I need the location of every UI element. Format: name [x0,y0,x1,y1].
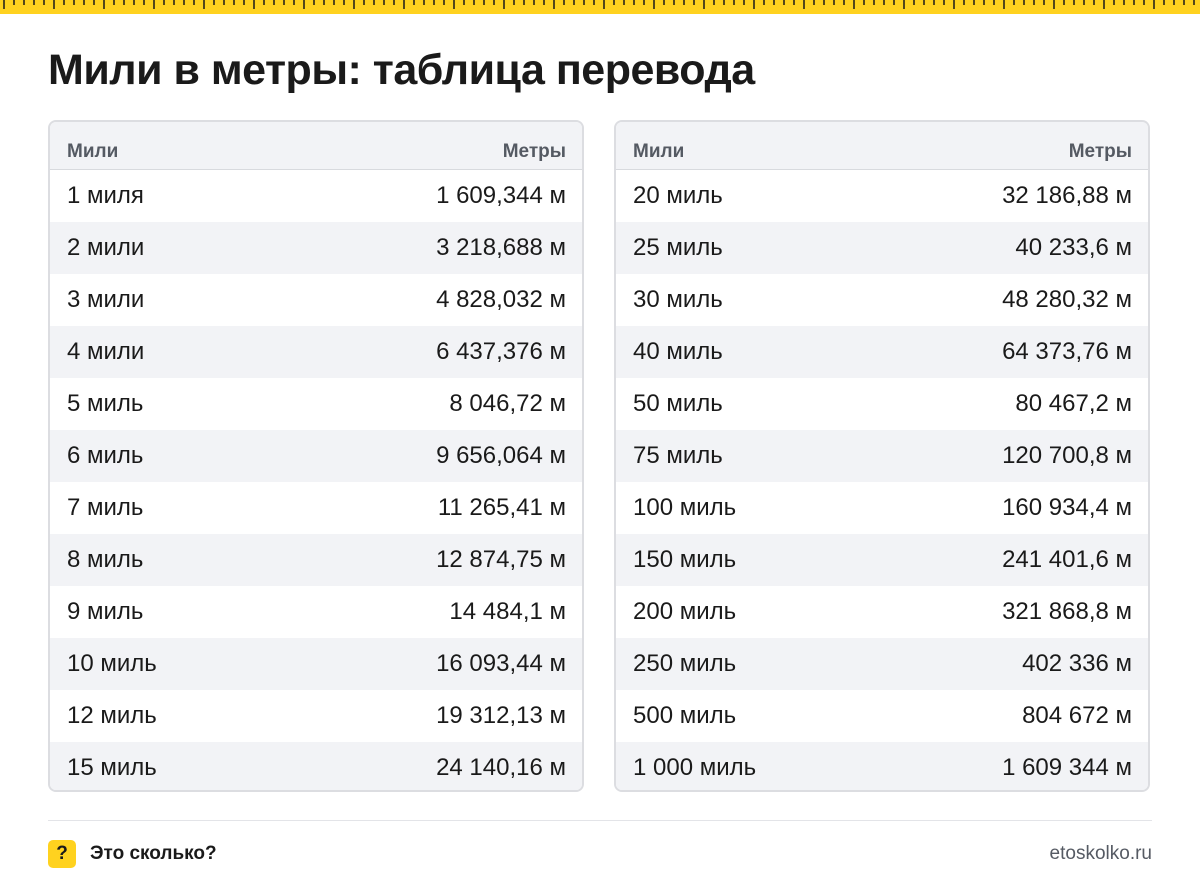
table-row: 1 000 миль 1 609 344 м [616,742,1148,790]
table-row: 150 миль 241 401,6 м [616,534,1148,586]
cell-miles: 15 миль [67,754,157,781]
table-row: 12 миль 19 312,13 м [50,690,582,742]
footer-divider [48,820,1152,821]
table-row: 250 миль 402 336 м [616,638,1148,690]
cell-meters: 3 218,688 м [436,234,566,261]
cell-meters: 804 672 м [1022,702,1132,729]
cell-miles: 12 миль [67,702,157,729]
cell-miles: 9 миль [67,598,144,625]
footer-brand: Это сколько? [90,843,217,864]
cell-meters: 160 934,4 м [1002,494,1132,521]
ruler-decoration [0,0,1200,14]
cell-miles: 150 миль [633,546,737,573]
table-row: 200 миль 321 868,8 м [616,586,1148,638]
table-row: 1 миля 1 609,344 м [50,170,582,222]
ruler-ticks [3,0,1195,9]
cell-miles: 50 миль [633,390,723,417]
cell-meters: 16 093,44 м [436,650,566,677]
cell-meters: 14 484,1 м [449,598,566,625]
cell-meters: 12 874,75 м [436,546,566,573]
cell-miles: 30 миль [633,286,723,313]
table-row: 9 миль 14 484,1 м [50,586,582,638]
cell-miles: 1 000 миль [633,754,757,781]
question-icon: ? [48,840,76,868]
header-meters: Метры [502,141,566,162]
table-row: 25 миль 40 233,6 м [616,222,1148,274]
cell-meters: 48 280,32 м [1002,286,1132,313]
table-row: 2 мили 3 218,688 м [50,222,582,274]
conversion-table-right: Мили Метры 20 миль 32 186,88 м 25 миль 40 2… [614,120,1150,792]
cell-miles: 1 миля [67,182,144,209]
footer-site-link[interactable]: etoskolko.ru [1049,843,1152,864]
table-header: Мили Метры [50,122,582,170]
table-row: 4 мили 6 437,376 м [50,326,582,378]
cell-meters: 402 336 м [1022,650,1132,677]
cell-miles: 10 миль [67,650,157,677]
table-body: 20 миль 32 186,88 м 25 миль 40 233,6 м 30 ми… [616,170,1148,790]
table-row: 15 миль 24 140,16 м [50,742,582,790]
table-row: 100 миль 160 934,4 м [616,482,1148,534]
cell-meters: 8 046,72 м [449,390,566,417]
cell-meters: 40 233,6 м [1015,234,1132,261]
cell-miles: 500 миль [633,702,737,729]
cell-miles: 2 мили [67,234,145,261]
cell-miles: 25 миль [633,234,723,261]
table-header: Мили Метры [616,122,1148,170]
cell-meters: 1 609,344 м [436,182,566,209]
cell-meters: 9 656,064 м [436,442,566,469]
cell-meters: 1 609 344 м [1002,754,1132,781]
table-row: 8 миль 12 874,75 м [50,534,582,586]
table-row: 7 миль 11 265,41 м [50,482,582,534]
cell-miles: 8 миль [67,546,144,573]
cell-miles: 4 мили [67,338,145,365]
header-miles: Мили [67,141,119,162]
table-row: 50 миль 80 467,2 м [616,378,1148,430]
cell-meters: 4 828,032 м [436,286,566,313]
table-row: 5 миль 8 046,72 м [50,378,582,430]
conversion-table-left: Мили Метры 1 миля 1 609,344 м 2 мили 3 218,… [48,120,584,792]
table-row: 6 миль 9 656,064 м [50,430,582,482]
cell-meters: 24 140,16 м [436,754,566,781]
cell-miles: 100 миль [633,494,737,521]
cell-meters: 80 467,2 м [1015,390,1132,417]
table-row: 40 миль 64 373,76 м [616,326,1148,378]
cell-meters: 64 373,76 м [1002,338,1132,365]
cell-meters: 32 186,88 м [1002,182,1132,209]
header-meters: Метры [1068,141,1132,162]
cell-meters: 241 401,6 м [1002,546,1132,573]
cell-miles: 200 миль [633,598,737,625]
cell-miles: 250 миль [633,650,737,677]
cell-miles: 6 миль [67,442,144,469]
table-row: 10 миль 16 093,44 м [50,638,582,690]
table-row: 20 миль 32 186,88 м [616,170,1148,222]
table-row: 3 мили 4 828,032 м [50,274,582,326]
table-body: 1 миля 1 609,344 м 2 мили 3 218,688 м 3 мили… [50,170,582,790]
table-row: 500 миль 804 672 м [616,690,1148,742]
cell-meters: 120 700,8 м [1002,442,1132,469]
cell-miles: 75 миль [633,442,723,469]
table-row: 75 миль 120 700,8 м [616,430,1148,482]
page-title: Мили в метры: таблица перевода [48,46,755,94]
table-row: 30 миль 48 280,32 м [616,274,1148,326]
cell-miles: 40 миль [633,338,723,365]
cell-meters: 321 868,8 м [1002,598,1132,625]
cell-miles: 7 миль [67,494,144,521]
cell-miles: 3 мили [67,286,145,313]
cell-miles: 20 миль [633,182,723,209]
header-miles: Мили [633,141,685,162]
cell-miles: 5 миль [67,390,144,417]
cell-meters: 19 312,13 м [436,702,566,729]
cell-meters: 6 437,376 м [436,338,566,365]
cell-meters: 11 265,41 м [437,494,566,521]
